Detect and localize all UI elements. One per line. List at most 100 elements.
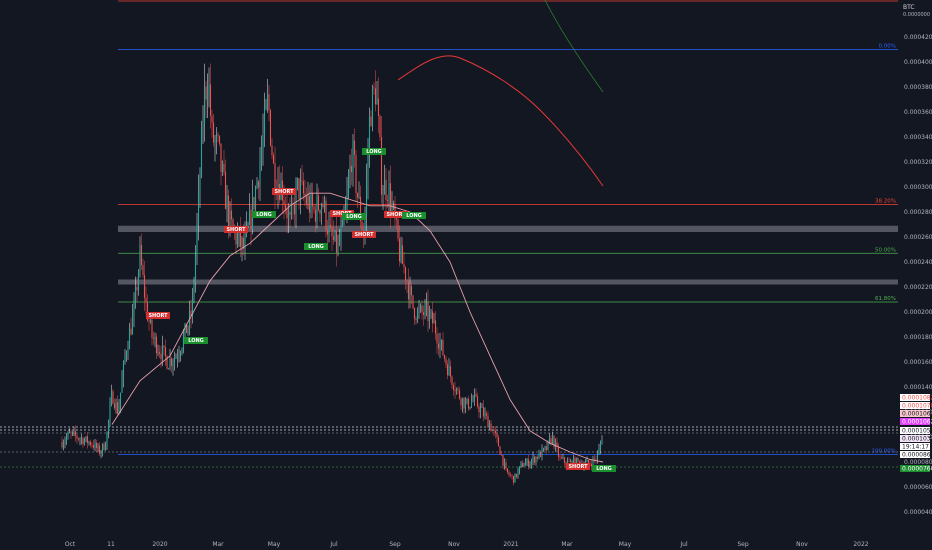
candle-body [185,323,188,334]
signal-badge-text: SHORT [386,212,406,218]
candle-body [478,406,480,413]
candle-body [347,179,350,195]
candle-body [434,320,437,334]
candle-body [574,458,576,467]
candle-body [373,87,375,89]
candle-body [326,229,329,235]
candle-body [371,87,374,127]
candle-body [439,342,441,349]
x-tick-label: Mar [561,541,573,548]
price-badge-text: 19:14:17 [902,443,929,450]
candle-body [587,460,590,463]
price-badge-text: 0.0001078 [902,402,932,409]
long-signal-badge: LONG [184,337,208,344]
candle-body [310,193,312,213]
candle-body [91,444,93,446]
candle-body [509,475,512,476]
candle-body [296,178,299,186]
candle-body [440,339,443,343]
long-signal-badge: LONG [362,148,386,155]
candle-body [319,209,321,214]
candle-body [545,446,548,450]
candle-body [380,136,383,195]
candle-body [121,378,123,393]
candle-body [127,349,129,353]
candle-body [461,398,464,406]
candle-body [232,219,234,228]
candle-body [119,392,122,406]
candle-body [290,202,293,215]
candle-body [494,430,497,434]
candle-body [397,219,399,239]
candle-body [215,134,218,140]
candle-body [328,224,330,235]
candle-body [80,438,83,440]
candle-body [67,432,69,438]
candle-body [457,388,459,391]
support-resistance-zone [118,225,898,232]
price-badge: 0.0000865 [900,451,932,458]
candle-body [464,402,467,409]
candle-body [223,163,225,172]
candle-body [424,304,426,315]
long-signal-badge: LONG [304,243,328,250]
x-tick-label: Nov [796,541,808,548]
candle-body [307,196,309,205]
candle-body [470,401,473,407]
candle-body [103,443,105,450]
candle-body [218,135,221,144]
candle-body [410,285,413,296]
candle-body [572,458,575,467]
candle-body [125,352,128,357]
candle-body [512,475,515,483]
candle-body [586,460,588,463]
candle-body [356,193,359,198]
candle-body [94,442,96,448]
candle-body [337,243,339,253]
candle-body [265,102,267,109]
candle-body [518,466,521,471]
signal-badge-text: LONG [256,212,272,218]
short-signal-badge: SHORT [224,226,248,233]
candle-body [253,197,255,210]
candle-body [352,140,354,173]
long-signal-badge: LONG [402,212,426,219]
candle-body [205,86,207,100]
candle-body [244,234,246,249]
time-axis[interactable]: Oct 11 2020 Mar May Jul Sep Nov 2021 Mar May Jul Sep… [65,541,869,548]
candle-body [259,163,261,188]
candle-body [548,438,551,441]
candle-body [499,446,501,455]
candle-body [109,404,111,421]
candle-body [454,390,456,392]
candle-body [496,433,498,438]
candle-body [172,362,174,366]
candle-body [311,193,314,207]
candle-body [451,376,453,386]
candle-body [241,237,243,247]
price-badge: 0.0001082 [900,394,932,401]
candle-body [559,456,561,458]
candle-body [230,210,233,220]
candle-body [271,145,273,155]
candle-body [302,181,305,194]
candle-body [295,185,297,215]
x-tick-label: Nov [448,541,460,548]
candle-body [448,366,450,376]
price-badge-bg [900,465,930,472]
candle-body [560,457,563,459]
price-badge: 0.0001033 [900,435,932,442]
long-signal-badge: LONG [592,465,616,472]
candle-body [598,448,600,455]
candle-body [167,368,170,370]
candle-body [142,265,144,276]
candle-body [175,357,177,359]
candle-body [467,398,470,409]
x-tick-label: 2021 [503,541,518,548]
candle-body [419,305,422,310]
